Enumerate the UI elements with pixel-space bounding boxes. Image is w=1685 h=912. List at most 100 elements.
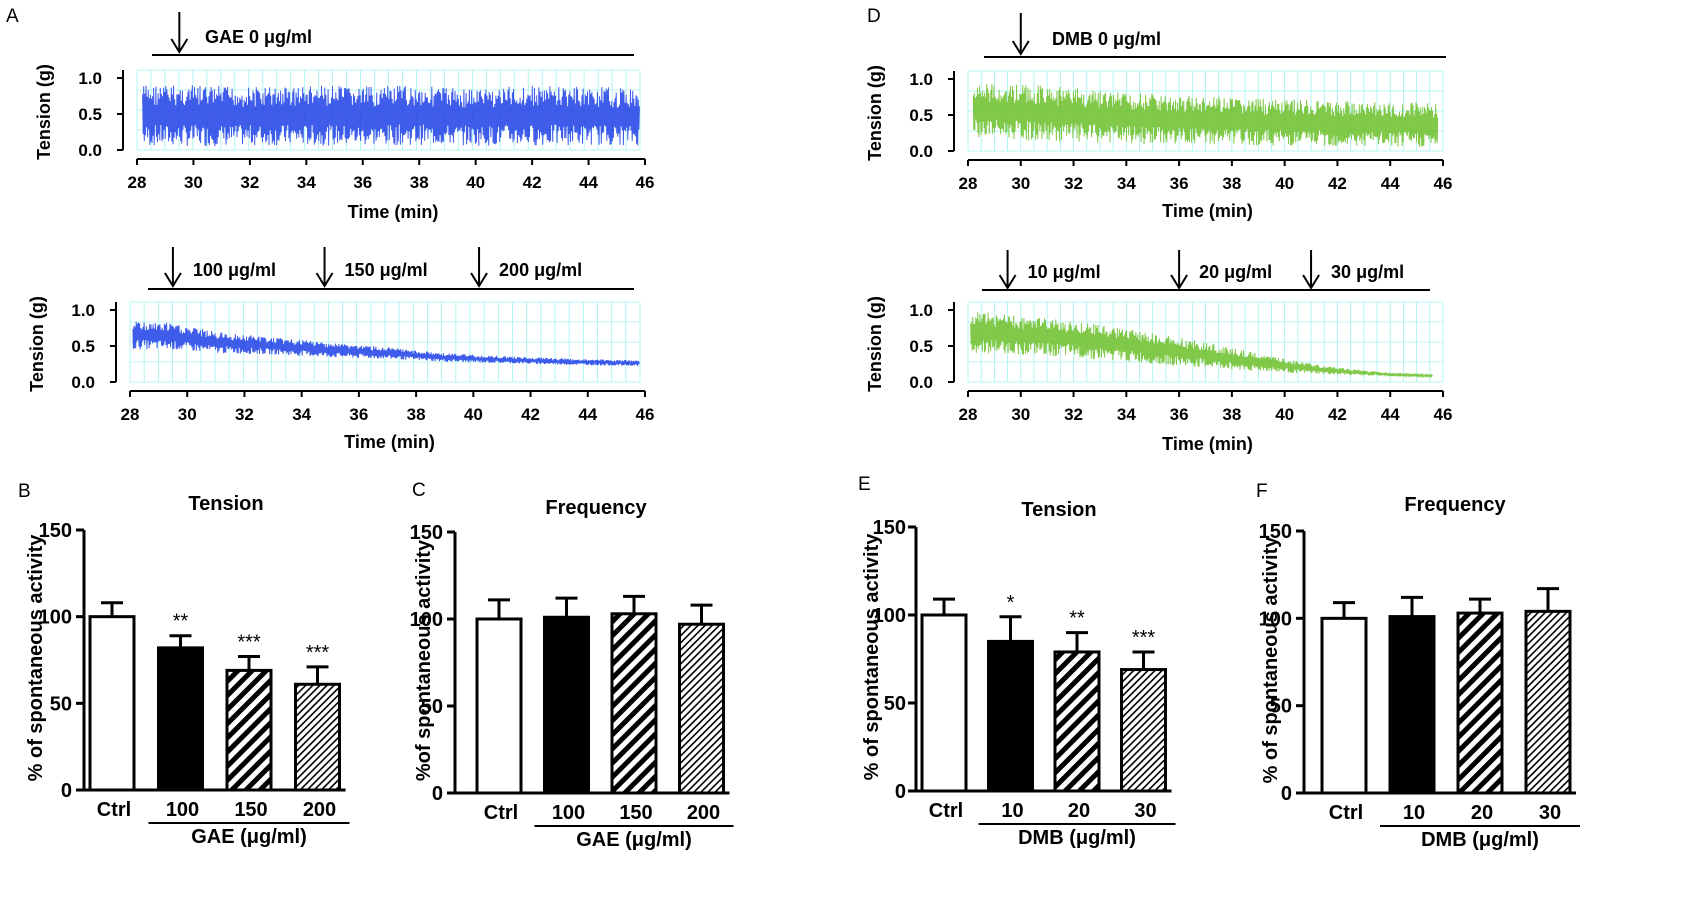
concentration-label: 200 μg/ml [499, 260, 582, 280]
y-tick-label: 1.0 [78, 69, 102, 88]
x-tick-label: 100 [166, 799, 199, 821]
y-axis-label: %of spontaneous activity [413, 539, 435, 781]
y-tick-label: 0.0 [909, 142, 933, 161]
y-tick-label: 100 [873, 605, 906, 627]
concentration-label: 10 μg/ml [1028, 262, 1101, 282]
x-tick-label: Ctrl [929, 800, 963, 822]
x-tick-label: 30 [184, 173, 203, 192]
x-axis-label: Time (min) [344, 432, 435, 452]
trace-line [970, 312, 1433, 379]
y-tick-label: 0 [1281, 783, 1292, 805]
trace-line [142, 85, 640, 147]
y-axis-label: % of spontaneous activity [861, 533, 883, 781]
significance-label: ** [1069, 608, 1085, 630]
x-tick-label: 34 [1117, 405, 1136, 424]
x-tick-label: 20 [1068, 800, 1090, 822]
addition-arrow-head [1170, 274, 1188, 290]
y-tick-label: 150 [873, 517, 906, 539]
significance-label: * [1007, 592, 1015, 614]
bar [1320, 616, 1368, 795]
trace-panel-A-top: A 0.0 0.5 1.0 28 30 32 34 36 38 40 42 44 46 Time (min)… [6, 6, 654, 222]
x-tick-label: 10 [1403, 802, 1425, 824]
x-axis-label: Time (min) [348, 202, 439, 222]
significance-label: *** [306, 642, 330, 664]
bar [88, 615, 136, 792]
bar [610, 612, 658, 795]
x-tick-label: 28 [121, 405, 140, 424]
addition-arrow-head [164, 272, 182, 288]
addition-arrow-head [1302, 274, 1320, 290]
x-tick-label: 150 [619, 802, 652, 824]
addition-arrow-head [1011, 40, 1030, 56]
significance-label: *** [237, 632, 261, 654]
x-tick-label: 150 [234, 799, 267, 821]
x-tick-label: 40 [1275, 174, 1294, 193]
bar [1456, 611, 1504, 795]
panel-letter: F [1256, 481, 1268, 502]
x-tick-label: 44 [1381, 405, 1400, 424]
panel-letter: C [412, 480, 426, 501]
x-tick-label: 30 [1011, 174, 1030, 193]
bar [987, 639, 1034, 793]
x-tick-label: 200 [303, 799, 336, 821]
x-tick-label: 46 [636, 173, 655, 192]
trace-line [972, 84, 1439, 147]
addition-arrow [998, 250, 1017, 290]
y-tick-label: 0.5 [78, 105, 102, 124]
x-tick-label: Ctrl [484, 802, 518, 824]
x-tick-label: 30 [1539, 802, 1561, 824]
y-axis-label: Tension (g) [865, 296, 885, 392]
addition-arrow [470, 247, 488, 288]
addition-arrow-head [998, 274, 1017, 290]
addition-arrow [170, 12, 189, 54]
x-tick-label: 34 [297, 173, 316, 192]
y-axis-label: % of spontaneous activity [25, 534, 47, 782]
significance-label: ** [173, 611, 189, 633]
x-tick-label: 32 [1064, 174, 1083, 193]
bar [157, 646, 204, 792]
bar [1388, 615, 1436, 795]
panel-letter: A [6, 6, 19, 27]
y-tick-label: 0.0 [78, 141, 102, 160]
y-tick-label: 0 [895, 781, 906, 803]
x-tick-label: 42 [1328, 405, 1347, 424]
y-tick-label: 50 [884, 693, 906, 715]
trace-line [132, 321, 640, 367]
x-tick-label: 30 [1011, 405, 1030, 424]
x-tick-label: 28 [959, 174, 978, 193]
x-tick-label: 28 [128, 173, 147, 192]
addition-arrow [1170, 250, 1188, 290]
x-tick-label: 36 [1170, 405, 1189, 424]
y-tick-label: 150 [1259, 521, 1292, 543]
x-tick-label: 46 [636, 405, 655, 424]
concentration-label: 150 μg/ml [345, 260, 428, 280]
chart-title: Tension [188, 493, 263, 515]
addition-arrow-head [170, 38, 189, 54]
x-axis-label: Time (min) [1162, 201, 1253, 221]
x-tick-label: 100 [552, 802, 585, 824]
panel-letter: E [858, 474, 871, 495]
y-tick-label: 1.0 [909, 70, 933, 89]
y-tick-label: 50 [1270, 696, 1292, 718]
x-tick-label: 34 [1117, 174, 1136, 193]
x-tick-label: Ctrl [1329, 802, 1363, 824]
x-tick-label: 46 [1434, 174, 1453, 193]
group-label: GAE (μg/ml) [576, 829, 692, 851]
x-tick-label: 10 [1001, 800, 1023, 822]
bar [294, 682, 341, 792]
y-tick-label: 100 [39, 607, 72, 629]
bar [1120, 668, 1167, 793]
x-tick-label: 28 [959, 405, 978, 424]
y-tick-label: 100 [410, 609, 443, 631]
bar [678, 622, 725, 795]
x-tick-label: 38 [1222, 174, 1241, 193]
group-label: DMB (μg/ml) [1421, 829, 1539, 851]
x-tick-label: 32 [1064, 405, 1083, 424]
x-axis-label: Time (min) [1162, 434, 1253, 454]
concentration-label: DMB 0 μg/ml [1052, 29, 1161, 49]
x-tick-label: 32 [235, 405, 254, 424]
chart-title: Tension [1021, 499, 1096, 521]
